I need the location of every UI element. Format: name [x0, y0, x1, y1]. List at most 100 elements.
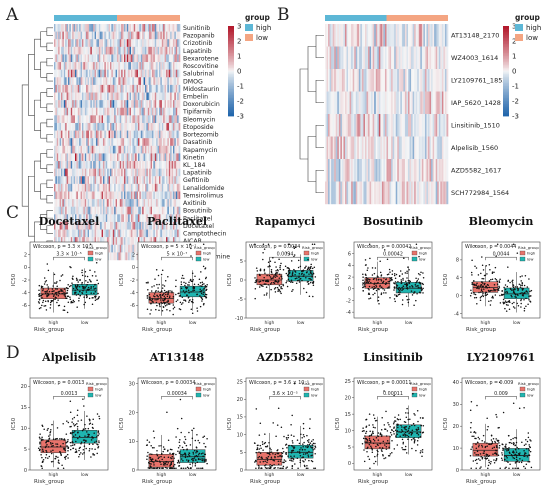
heat-cell — [363, 46, 366, 70]
heat-cell — [59, 122, 62, 131]
color-scale-step — [228, 71, 234, 73]
boxplot-docetaxel-point-low — [78, 300, 80, 302]
heat-cell — [66, 138, 69, 146]
heat-cell — [124, 46, 126, 55]
heat-cell — [56, 122, 59, 131]
heat-cell — [135, 161, 137, 169]
heat-cell — [132, 69, 135, 78]
heat-cell — [63, 161, 66, 169]
boxplot-rapamyci-point-low — [307, 258, 309, 261]
boxplot-bleomycin-point-high — [473, 291, 475, 294]
heat-cell — [145, 100, 147, 108]
heat-cell — [115, 252, 118, 261]
heat-cell — [82, 145, 84, 154]
boxplot-bleomycin-point-low — [521, 283, 524, 285]
heat-cell — [140, 199, 143, 207]
heat-cell — [132, 153, 135, 162]
heat-cell — [103, 229, 105, 238]
heat-cell — [61, 206, 63, 215]
boxplot-bosutinib-point-low — [399, 288, 402, 290]
heat-cell — [112, 69, 115, 78]
heat-cell — [108, 244, 111, 253]
heat-cell — [98, 199, 101, 207]
heat-cell — [105, 69, 108, 78]
heat-cell — [103, 206, 105, 215]
heat-cell — [91, 153, 94, 162]
heat-cell — [117, 122, 119, 131]
heat-cell — [77, 214, 80, 223]
boxplot-paclitaxel-point-high — [163, 295, 166, 298]
heat-cell — [56, 214, 59, 223]
heat-cell — [70, 237, 73, 245]
heat-cell — [118, 229, 121, 238]
heat-cell — [76, 183, 79, 192]
heat-cell — [146, 39, 149, 48]
heat-cell — [94, 69, 97, 78]
heat-cell — [72, 84, 74, 93]
boxplot-docetaxel-ytick-label: -4 — [22, 290, 27, 296]
heat-cell — [357, 46, 360, 70]
boxplot-docetaxel-point-high — [47, 288, 50, 290]
boxplot-rapamyci-point-low — [306, 281, 309, 283]
boxplot-rapamyci-point-low — [310, 278, 312, 281]
heat-cell — [100, 130, 102, 139]
heat-cell — [138, 122, 140, 131]
heat-cell — [77, 77, 80, 86]
heat-cell — [124, 100, 126, 108]
heat-cell — [97, 199, 100, 207]
boxplot-bleomycin-point-low — [502, 301, 504, 304]
heat-cell — [404, 91, 407, 115]
heat-cell — [157, 168, 160, 177]
heat-cell — [69, 24, 72, 32]
heat-cell — [131, 39, 133, 48]
heat-cell — [65, 221, 67, 230]
boxplot-bleomycin-point-low — [529, 290, 531, 293]
boxplot-bosutinib-point-low — [405, 282, 408, 285]
heat-cell — [412, 91, 415, 115]
boxplot-docetaxel-point-low — [91, 297, 93, 299]
heat-cell — [139, 84, 142, 93]
heat-cell — [115, 237, 118, 245]
heat-cell — [366, 136, 369, 160]
heat-cell — [409, 136, 412, 160]
heat-cell — [119, 92, 122, 101]
heat-cell — [435, 136, 438, 160]
heat-cell — [128, 69, 130, 78]
heat-cell — [58, 84, 60, 93]
heat-cell — [152, 237, 154, 245]
boxplot-paclitaxel-point-low — [204, 277, 207, 280]
heat-cell — [164, 54, 167, 63]
boxplot-paclitaxel-point-low — [202, 265, 205, 268]
heat-cell — [154, 176, 157, 185]
boxplot-bleomycin-point-low — [523, 307, 526, 310]
heat-cell — [131, 54, 133, 63]
heat-cell — [167, 84, 170, 93]
heat-cell — [157, 153, 160, 162]
heat-cell — [108, 122, 111, 131]
heat-cell — [153, 39, 156, 48]
heat-cell — [371, 114, 373, 137]
heat-cell — [149, 92, 151, 101]
heat-cell — [164, 176, 167, 185]
dendrogram-branch — [315, 79, 324, 104]
boxplot-bleomycin-point-high — [476, 302, 478, 305]
heat-cell — [135, 214, 137, 223]
heat-cell — [368, 24, 370, 47]
heat-cell — [338, 114, 341, 137]
boxplot-bleomycin-point-high — [494, 289, 496, 292]
heat-cell — [63, 221, 66, 230]
heatmap-row-label: Sunitinib — [183, 25, 210, 32]
heat-cell — [328, 91, 330, 115]
heat-cell — [136, 176, 139, 185]
color-scale-tick: 2 — [512, 38, 516, 46]
heat-cell — [371, 69, 373, 92]
heat-cell — [143, 214, 146, 223]
boxplot-rapamyci-point-low — [286, 280, 288, 282]
heat-cell — [380, 69, 383, 92]
heat-cell — [69, 168, 72, 177]
boxplot-bosutinib-point-low — [419, 273, 421, 276]
boxplot-docetaxel-point-low — [72, 287, 75, 290]
boxplot-bosutinib-point-low — [407, 301, 410, 304]
heat-cell — [168, 161, 171, 169]
boxplot-rapamyci-point-low — [298, 279, 300, 281]
